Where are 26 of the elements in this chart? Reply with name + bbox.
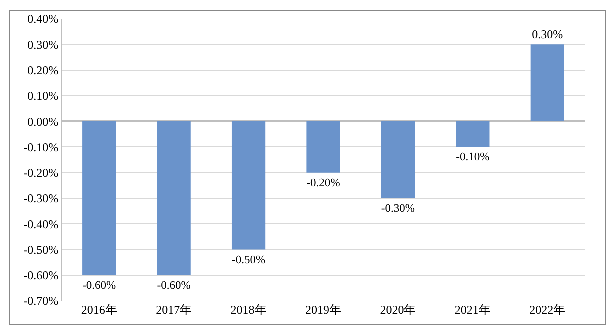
x-tick-label: 2021年 bbox=[454, 303, 491, 317]
y-tick-label: -0.60% bbox=[24, 268, 59, 283]
x-tick-label: 2018年 bbox=[230, 303, 267, 317]
data-label: -0.50% bbox=[232, 254, 266, 266]
y-tick-label: 0.00% bbox=[28, 114, 59, 129]
data-label: -0.60% bbox=[157, 280, 192, 292]
data-label: -0.20% bbox=[306, 177, 341, 190]
y-tick-label: -0.50% bbox=[24, 242, 59, 257]
y-tick-label: 0.40% bbox=[28, 12, 59, 26]
data-label: -0.60% bbox=[82, 280, 117, 292]
y-tick-label: -0.40% bbox=[24, 217, 59, 232]
x-tick-label: 2017年 bbox=[156, 303, 192, 317]
y-tick-label: 0.30% bbox=[28, 38, 59, 52]
y-tick-label: -0.30% bbox=[24, 192, 59, 206]
y-tick-label: -0.10% bbox=[24, 140, 59, 154]
data-label: -0.10% bbox=[456, 152, 490, 164]
x-tick-label: 2022年 bbox=[530, 303, 566, 317]
x-tick-label: 2016年 bbox=[81, 303, 118, 317]
x-tick-label: 2020年 bbox=[380, 303, 416, 317]
x-tick-label: 2019年 bbox=[306, 303, 342, 317]
y-tick-label: 0.20% bbox=[28, 63, 59, 78]
data-label: 0.30% bbox=[532, 28, 564, 42]
y-tick-label: 0.10% bbox=[28, 89, 59, 104]
data-label: -0.30% bbox=[381, 203, 416, 216]
y-tick-label: -0.20% bbox=[24, 166, 59, 180]
y-tick-label: -0.70% bbox=[24, 294, 59, 308]
